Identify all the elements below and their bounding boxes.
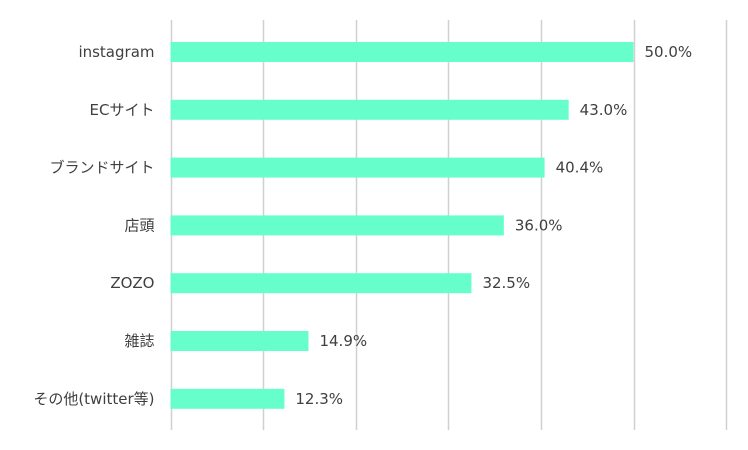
value-label-3: 36.0% xyxy=(515,216,563,234)
bar-5 xyxy=(170,331,309,351)
bar-3 xyxy=(170,215,504,236)
bar-0 xyxy=(170,42,634,62)
category-label-4: ZOZO xyxy=(110,274,154,292)
value-label-4: 32.5% xyxy=(482,274,530,292)
category-label-1: ECサイト xyxy=(90,101,155,119)
bar-6 xyxy=(170,388,285,409)
value-label-6: 12.3% xyxy=(295,390,343,408)
value-label-5: 14.9% xyxy=(319,332,367,350)
bar-4 xyxy=(170,273,472,294)
value-label-2: 40.4% xyxy=(556,159,604,177)
category-label-6: その他(twitter等) xyxy=(33,390,154,408)
category-label-2: ブランドサイト xyxy=(49,159,154,177)
bar-1 xyxy=(170,99,569,120)
bars xyxy=(170,42,634,409)
value-label-0: 50.0% xyxy=(645,43,693,61)
category-label-3: 店頭 xyxy=(124,216,154,234)
value-labels: 50.0% 43.0% 40.4% 36.0% 32.5% 14.9% 12.3% xyxy=(295,43,692,408)
value-label-1: 43.0% xyxy=(580,101,628,119)
category-label-5: 雑誌 xyxy=(124,332,154,350)
category-label-0: instagram xyxy=(78,43,154,61)
bar-2 xyxy=(170,157,545,178)
